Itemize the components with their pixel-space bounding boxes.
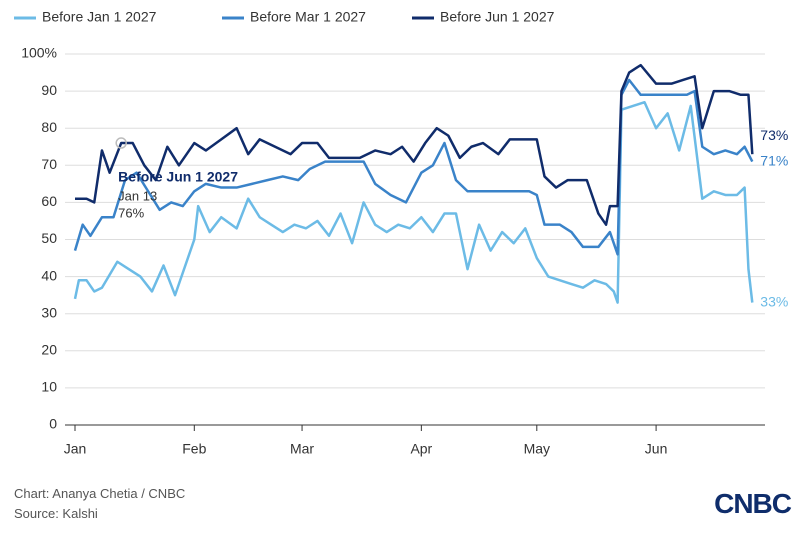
x-tick-label: Jun — [645, 441, 668, 457]
tooltip-date: Jan 13 — [118, 188, 157, 203]
legend-label: Before Jan 1 2027 — [42, 9, 157, 25]
y-tick-label: 20 — [41, 342, 57, 358]
x-tick-label: Apr — [410, 441, 432, 457]
credit: Chart: Ananya Chetia / CNBC — [14, 486, 186, 501]
x-tick-label: Feb — [182, 441, 206, 457]
series-line — [73, 100, 754, 304]
y-tick-label: 0 — [49, 416, 57, 432]
y-tick-label: 70 — [41, 156, 57, 172]
y-tick-label: 100% — [21, 45, 57, 61]
y-tick-label: 90 — [41, 82, 57, 98]
chart: 0 10 20 30 40 50 60 70 80 90 100% Jan Feb Mar Apr May Ju… — [14, 9, 788, 457]
legend-label: Before Mar 1 2027 — [250, 9, 366, 25]
y-tick-label: 10 — [41, 379, 57, 395]
tooltip-point — [115, 137, 127, 149]
end-label: 73% — [760, 127, 788, 143]
y-tick-label: 30 — [41, 304, 57, 320]
x-tick-label: Jan — [64, 441, 87, 457]
x-tick-label: May — [524, 441, 550, 457]
logo: CNBC — [714, 488, 792, 519]
y-tick-label: 80 — [41, 119, 57, 135]
source: Source: Kalshi — [14, 506, 98, 521]
series-line — [75, 63, 754, 226]
tooltip-value: 76% — [118, 205, 144, 220]
y-tick-label: 40 — [41, 267, 57, 283]
x-tick-label: Mar — [290, 441, 314, 457]
tooltip-title: Before Jun 1 2027 — [118, 169, 238, 185]
y-tick-label: 50 — [41, 230, 57, 246]
series-line — [73, 78, 754, 256]
end-label: 71% — [760, 152, 788, 168]
end-label: 33% — [760, 293, 788, 309]
y-tick-label: 60 — [41, 193, 57, 209]
legend-label: Before Jun 1 2027 — [440, 9, 555, 25]
